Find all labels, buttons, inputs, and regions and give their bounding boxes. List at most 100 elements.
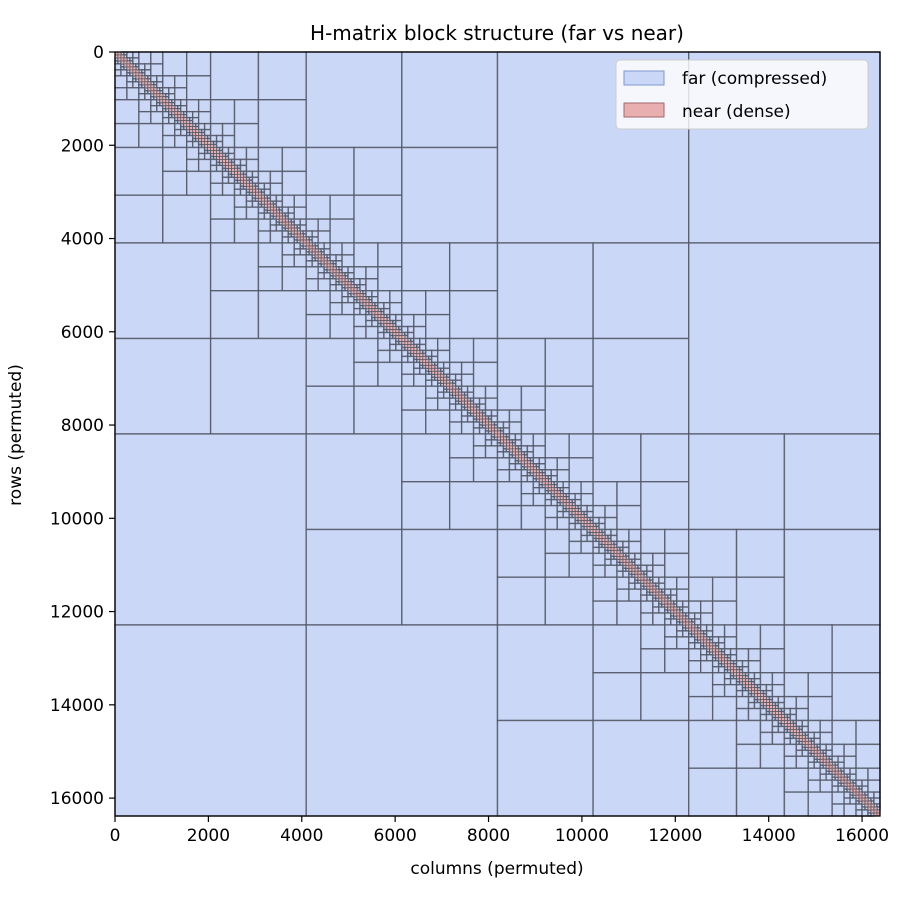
near-block xyxy=(679,615,684,620)
far-block xyxy=(759,713,768,722)
near-block xyxy=(219,156,223,160)
far-block xyxy=(401,51,499,149)
far-block xyxy=(174,75,188,89)
near-block xyxy=(326,266,331,271)
far-block xyxy=(186,140,194,149)
near-block xyxy=(718,657,723,662)
near-block xyxy=(550,484,555,489)
far-block xyxy=(191,140,200,149)
far-block xyxy=(138,99,152,113)
far-block xyxy=(610,558,618,567)
near-block xyxy=(801,740,806,745)
far-block xyxy=(556,457,570,471)
near-block xyxy=(843,782,848,787)
far-block xyxy=(502,427,511,435)
near-block xyxy=(356,290,361,295)
far-block xyxy=(472,457,499,483)
near-block xyxy=(222,162,226,166)
far-block xyxy=(460,415,469,423)
far-block xyxy=(532,457,541,465)
far-block xyxy=(209,51,260,101)
near-block xyxy=(261,194,265,199)
near-block xyxy=(201,138,206,142)
far-block xyxy=(831,672,881,722)
far-block xyxy=(496,451,505,459)
far-block xyxy=(383,301,391,310)
near-block xyxy=(810,749,815,754)
near-block xyxy=(789,723,794,727)
near-block xyxy=(521,460,525,465)
near-block xyxy=(736,669,740,674)
far-block xyxy=(592,719,690,817)
near-block xyxy=(473,409,477,414)
far-block xyxy=(221,176,230,185)
far-block xyxy=(628,540,642,555)
near-block xyxy=(428,364,433,369)
near-block xyxy=(763,699,767,703)
near-block xyxy=(177,114,182,119)
near-block xyxy=(138,78,143,83)
near-block xyxy=(509,448,513,453)
near-block xyxy=(855,791,860,796)
far-block xyxy=(688,672,714,698)
near-block xyxy=(700,636,705,641)
near-block xyxy=(825,764,830,769)
near-block xyxy=(772,711,776,715)
far-block xyxy=(180,99,188,107)
near-block xyxy=(159,93,164,98)
near-block xyxy=(243,179,247,184)
far-block xyxy=(711,660,720,668)
near-block xyxy=(419,353,424,357)
far-block xyxy=(377,301,385,310)
far-block xyxy=(305,230,313,238)
near-block xyxy=(144,81,149,86)
far-block xyxy=(221,182,236,196)
far-block xyxy=(287,206,296,214)
far-block xyxy=(448,290,499,340)
x-tick-label: 12000 xyxy=(648,826,702,846)
far-block xyxy=(556,516,570,531)
far-block xyxy=(616,564,624,572)
far-block xyxy=(735,624,762,650)
near-block xyxy=(568,508,573,512)
far-block xyxy=(407,355,415,364)
near-block xyxy=(255,191,259,196)
near-block xyxy=(380,317,385,321)
far-block xyxy=(526,445,535,453)
near-block xyxy=(518,457,522,462)
far-block xyxy=(592,552,606,567)
far-block xyxy=(484,385,499,399)
near-block xyxy=(526,460,531,465)
far-block xyxy=(353,313,367,328)
near-block xyxy=(532,469,537,474)
far-block xyxy=(747,672,756,680)
near-block xyxy=(700,639,705,644)
far-block xyxy=(150,63,164,77)
far-block xyxy=(652,564,666,578)
near-block xyxy=(556,496,561,501)
far-block xyxy=(861,785,869,793)
near-block xyxy=(362,302,367,307)
far-block xyxy=(735,707,750,722)
near-block xyxy=(207,141,212,145)
near-block xyxy=(422,356,427,360)
far-block xyxy=(544,433,570,459)
near-block xyxy=(440,376,445,381)
near-block xyxy=(822,755,827,760)
near-block xyxy=(347,287,352,292)
near-block xyxy=(377,317,382,321)
far-block xyxy=(203,128,212,137)
far-block xyxy=(162,170,188,196)
far-block xyxy=(233,218,260,244)
near-block xyxy=(410,350,415,354)
far-block xyxy=(341,266,349,274)
far-block xyxy=(114,69,122,77)
near-block xyxy=(703,639,708,644)
near-block xyxy=(350,284,355,289)
near-block xyxy=(120,54,125,59)
far-block xyxy=(365,290,373,298)
near-block xyxy=(398,332,403,336)
near-block xyxy=(592,532,597,536)
near-block xyxy=(210,144,215,148)
near-block xyxy=(482,415,486,420)
